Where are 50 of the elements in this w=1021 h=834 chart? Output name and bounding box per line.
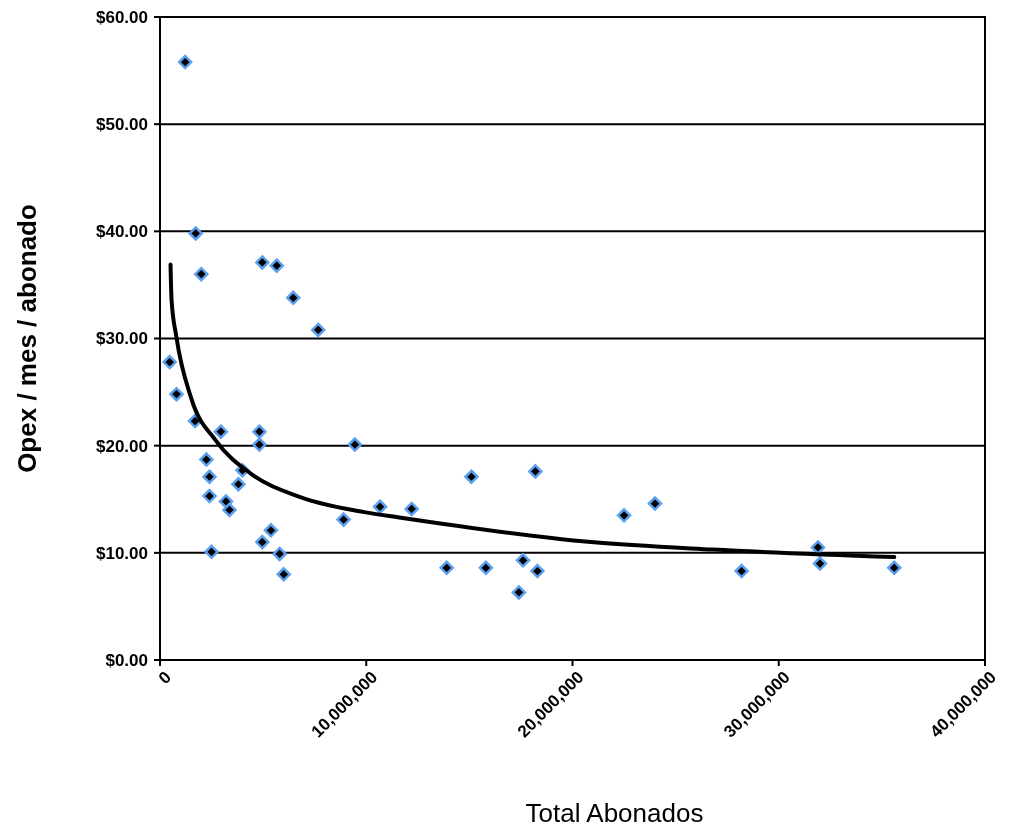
y-tick-label: $20.00 [96,436,148,456]
y-tick-label: $40.00 [96,222,148,242]
point [310,322,326,338]
point [478,560,494,576]
point [169,386,184,402]
point [269,258,284,273]
point [194,266,209,282]
point [887,560,902,576]
point [202,469,217,484]
point [439,560,454,576]
y-tick-label: $60.00 [96,7,148,27]
point [464,469,479,484]
point [272,546,287,562]
y-tick-label: $50.00 [96,115,148,135]
x-axis-title: Total Abonados [525,798,704,828]
point [204,544,219,560]
point [734,563,749,579]
point [252,437,267,452]
point [515,553,531,568]
point [162,354,177,370]
point [810,540,826,555]
point [255,255,270,270]
point [202,488,217,504]
y-tick-label: $10.00 [96,543,148,563]
y-axis-title: Opex / mes / abonado [12,204,42,473]
point [812,556,828,571]
x-tick-label: 0 [154,667,176,688]
point [255,534,270,550]
point [276,567,291,582]
point [336,512,351,527]
point [252,424,267,439]
point [530,563,545,579]
point [199,452,214,467]
point [222,502,237,518]
point [285,290,301,306]
point [218,494,234,509]
point [347,437,363,452]
point [511,585,527,600]
point [528,464,543,479]
y-tick-label: $0.00 [105,650,148,670]
y-tick-label: $30.00 [96,329,148,349]
point [188,226,203,241]
point [647,496,663,511]
point [213,424,229,439]
point [177,54,193,70]
point [372,499,388,514]
point [404,501,419,517]
point [616,508,632,523]
point [231,477,246,492]
point [263,523,279,538]
